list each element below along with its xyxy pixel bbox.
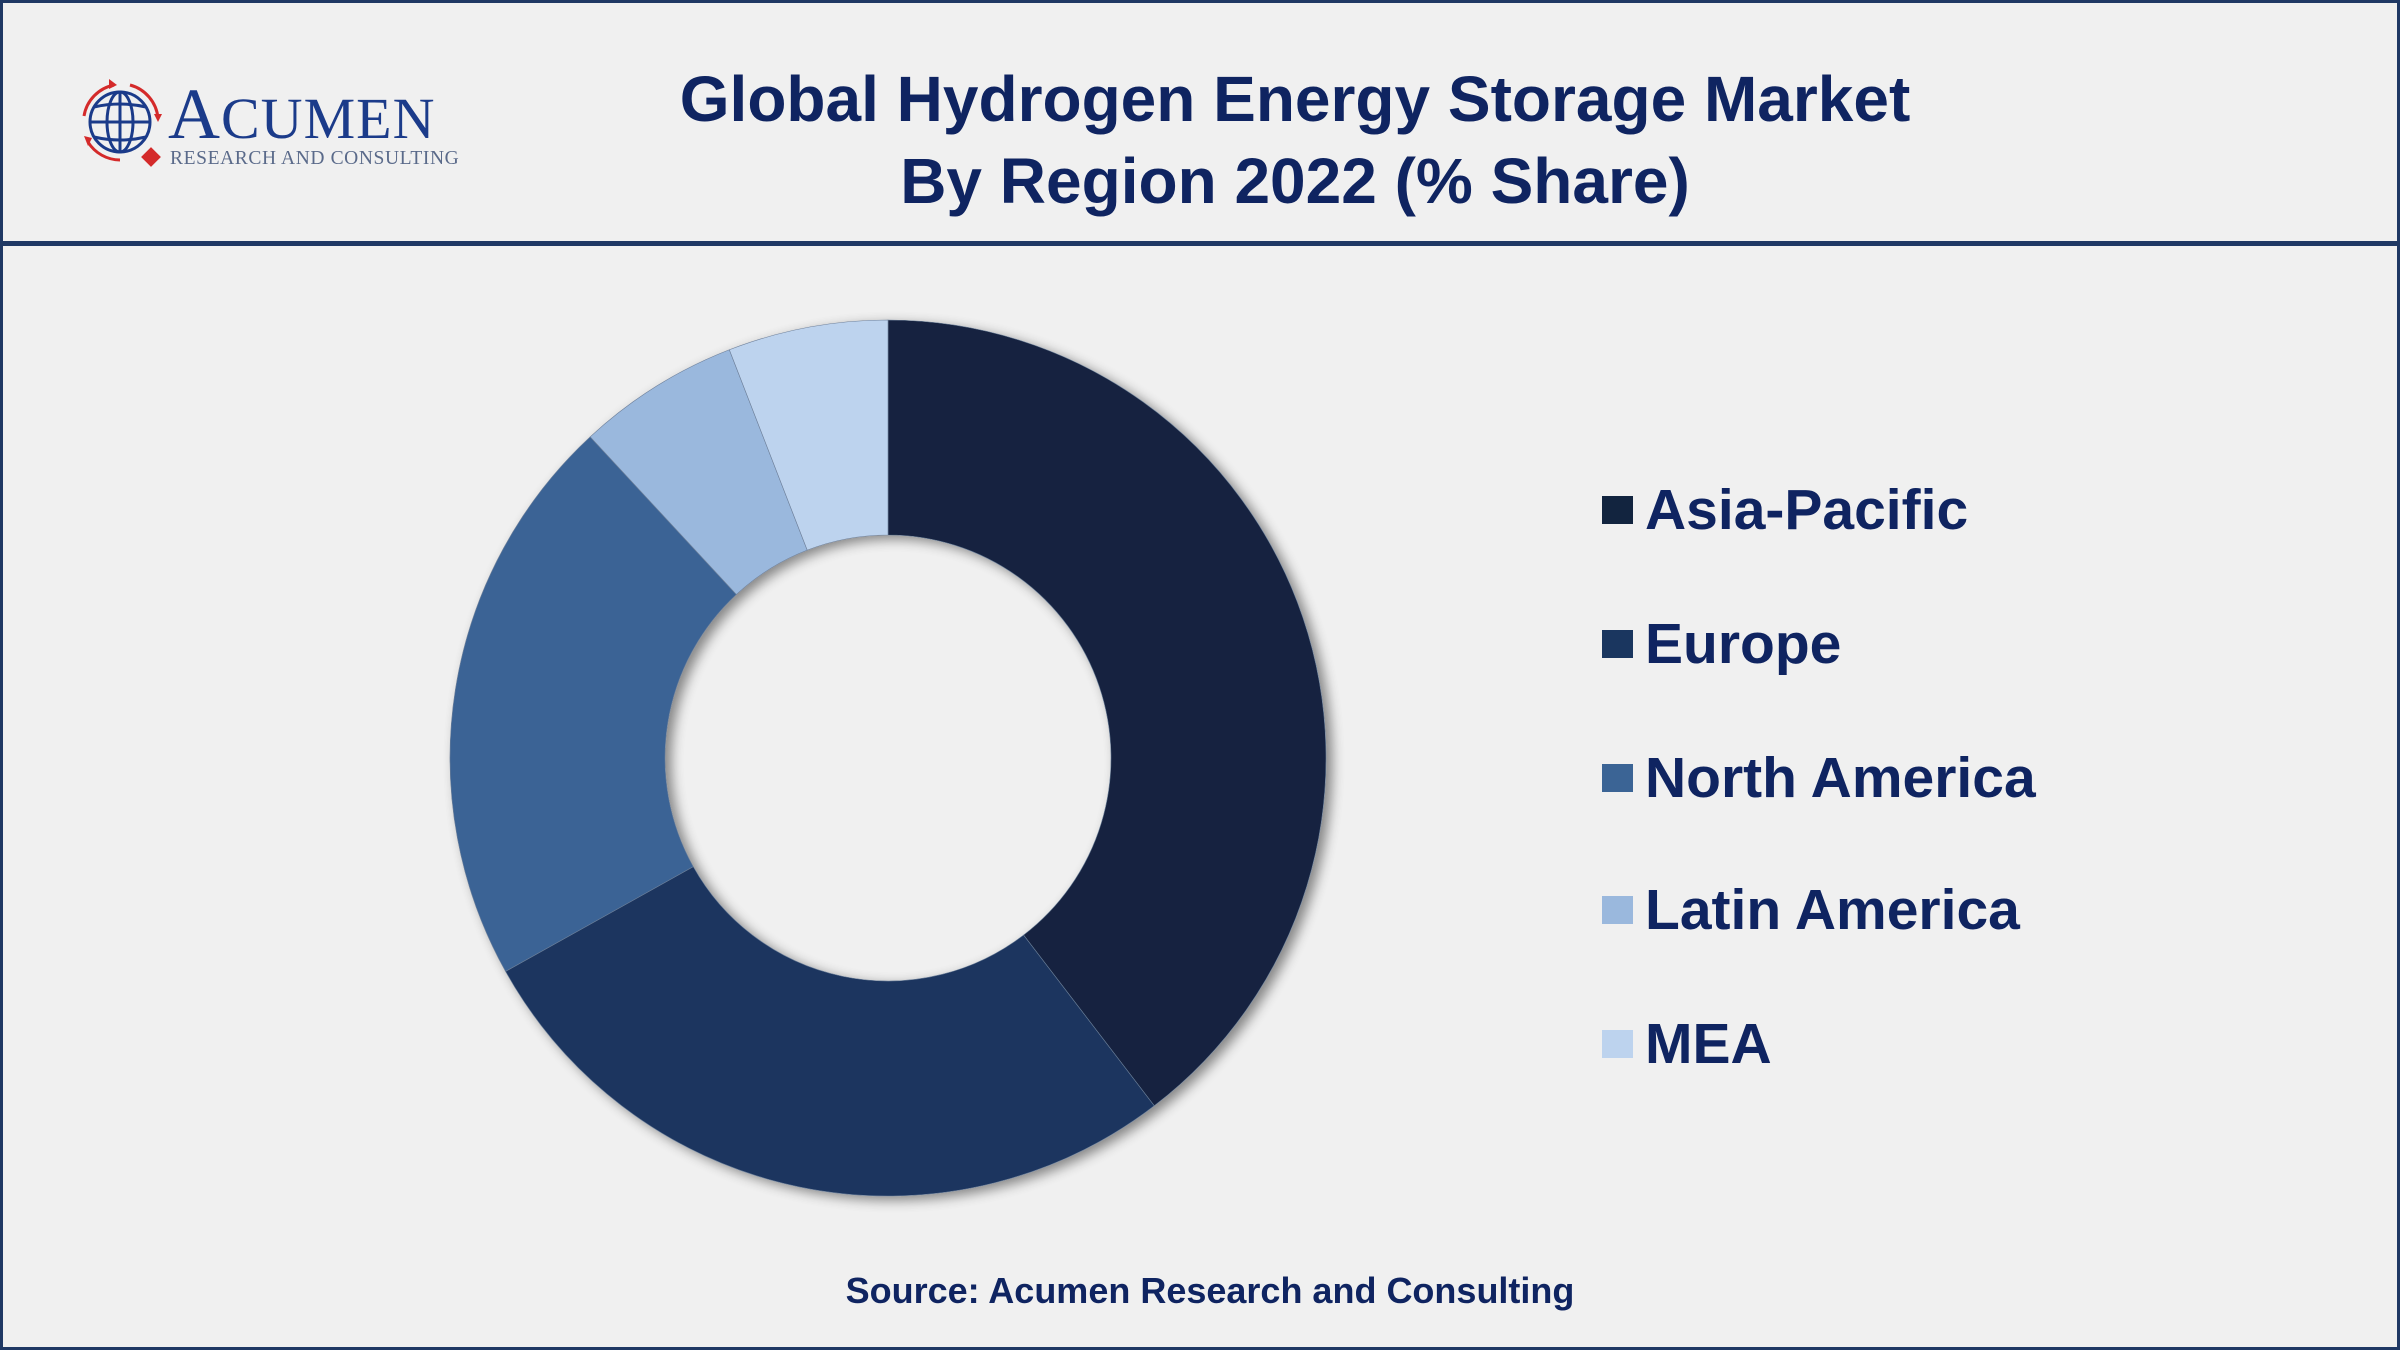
chart-title: Global Hydrogen Energy Storage Market By…	[500, 58, 2090, 222]
logo-subtitle: RESEARCH AND CONSULTING	[170, 148, 460, 169]
legend-item-north-america: North America	[1602, 746, 2036, 810]
chart-title-line1: Global Hydrogen Energy Storage Market	[679, 63, 1911, 135]
donut-slice-asia-pacific	[887, 319, 1327, 1107]
legend-swatch	[1602, 764, 1633, 792]
source-note: Source: Acumen Research and Consulting	[845, 1270, 1575, 1311]
legend-item-asia-pacific: Asia-Pacific	[1602, 478, 1968, 542]
legend-swatch	[1602, 630, 1633, 658]
globe-icon	[82, 79, 162, 167]
acumen-logo: ACUMEN RESEARCH AND CONSULTING	[76, 76, 476, 176]
donut-slice-europe	[505, 866, 1155, 1197]
legend-item-mea: MEA	[1602, 1012, 1772, 1076]
legend-swatch	[1602, 896, 1633, 924]
donut-slice-north-america	[449, 436, 737, 972]
legend-item-latin-america: Latin America	[1602, 878, 2020, 942]
chart-title-line2: By Region 2022 (% Share)	[900, 145, 1690, 217]
legend-swatch	[1602, 1030, 1633, 1058]
header: ACUMEN RESEARCH AND CONSULTING Global Hy…	[0, 0, 2400, 246]
donut-slice-mea	[728, 319, 889, 551]
legend-swatch	[1602, 496, 1633, 524]
logo-wordmark: ACUMEN	[168, 74, 436, 154]
legend-item-europe: Europe	[1602, 612, 1841, 676]
